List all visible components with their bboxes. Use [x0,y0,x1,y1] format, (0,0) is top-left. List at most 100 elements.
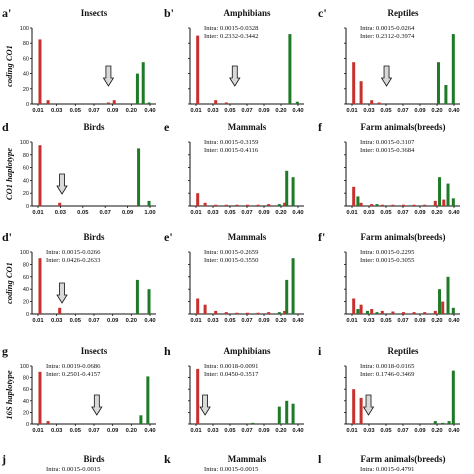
x-tick-label: 0.03 [363,428,375,434]
intra-bar [224,102,228,104]
threshold-arrow-icon [199,394,211,416]
x-tick-label: 0.09 [414,428,426,434]
panel-label: g [2,344,8,358]
inter-bar [433,421,437,424]
intra-bar [352,298,356,314]
x-tick-label: 0.20 [431,210,442,216]
inter-bar [375,204,379,206]
x-tick-label: 0.05 [70,318,82,324]
x-tick-label: 0.07 [100,210,111,216]
intra-bar [370,204,374,206]
x-tick-label: 0.20 [431,318,442,324]
intra-bar [203,202,207,206]
threshold-arrow-icon [362,394,375,416]
y-tick-label: 100 [20,140,29,146]
y-tick-label: 40 [23,399,29,405]
x-tick-label: 0.07 [241,428,252,434]
panel-title: Farm animals(breeds) [360,232,445,242]
annotation: Intra: 0.0015-0.0266 [46,249,101,256]
intra-bar [433,310,437,314]
x-tick-label: 0.01 [32,210,44,216]
panel-1: a' Insects 0 20 40 60 80 100 0.01 0.03 0.05 0.07 0.0… [2,6,156,114]
x-tick-label: 0.01 [190,210,202,216]
threshold-arrow-icon [91,394,103,416]
inter-bar [285,170,289,206]
inter-bar [447,421,451,424]
intra-bar [442,199,446,206]
x-tick-label: 0.09 [258,108,270,114]
panel-label: e [164,120,170,134]
intra-bar [423,312,427,314]
annotation: Intra: 0.0015-0.0015 [204,466,259,473]
x-tick-label: 0.01 [190,428,202,434]
intra-bar [370,100,374,104]
intra-bar [267,204,271,206]
panel-label: c' [318,6,327,20]
intra-bar [267,312,271,314]
inter-bar [451,34,455,104]
panel-label: a' [2,6,11,20]
x-tick-label: 0.20 [275,428,286,434]
x-tick-label: 0.01 [346,318,358,324]
x-tick-label: 0.03 [363,108,375,114]
annotation: Inter: 0.0015-0.4116 [204,147,259,154]
inter-bar [375,312,379,314]
intra-bar [112,100,116,104]
threshold-arrow-icon [229,65,241,87]
y-tick-label: 0 [26,102,29,108]
x-tick-label: 0.01 [346,108,358,114]
row-label: coding CO1 [4,262,14,304]
panel-label: j [1,452,6,466]
x-tick-label: 0.05 [380,428,392,434]
y-tick-label: 100 [20,364,29,370]
panel-label: f [318,120,323,134]
x-tick-label: 0.09 [107,318,119,324]
panel-title: Farm animals(breeds) [360,454,445,464]
annotation: Inter: 0.2312-0.3974 [360,33,415,40]
panel-15: l Farm animals(breeds) Intra: 0.0015-0.479… [318,452,446,473]
intra-bar [224,204,228,206]
intra-bar [441,301,445,314]
x-tick-label: 0.40 [292,210,303,216]
intra-bar [402,312,405,314]
y-tick-label: 80 [23,376,29,382]
x-tick-label: 1.00 [144,210,155,216]
x-tick-label: 0.07 [397,428,408,434]
intra-bar [196,298,200,314]
x-tick-label: 0.03 [207,318,219,324]
panel-13: j Birds Intra: 0.0015-0.0015 [1,452,105,473]
intra-bar [402,204,405,206]
intra-bar [214,100,218,104]
inter-bar [135,279,139,314]
x-tick-label: 0.40 [448,428,459,434]
x-tick-label: 0.40 [292,108,303,114]
panel-title: Insects [81,8,108,18]
y-tick-label: 40 [23,178,29,184]
panel-label: e' [164,230,173,244]
panel-title: Reptiles [388,8,419,18]
annotation: Intra: 0.0015-0.0328 [204,25,259,32]
annotation: Intra: 0.0018-0.0091 [204,363,258,370]
panel-label: d [2,120,9,134]
panel-10: g Insects 0 20 40 60 80 100 0.01 0.03 0.05 0.07 0.09… [2,344,156,434]
y-tick-label: 20 [23,191,29,197]
panel-title: Mammals [228,122,267,132]
x-tick-label: 0.09 [414,210,426,216]
y-tick-label: 60 [23,56,29,62]
x-tick-label: 0.40 [144,318,155,324]
intra-bar [235,204,239,206]
panel-12: i Reptiles 0.01 0.03 0.05 0.07 0.09 0.20 0.40 Int… [318,344,460,434]
y-tick-label: 80 [23,153,29,159]
panel-label: k [164,452,171,466]
x-tick-label: 0.40 [448,210,459,216]
x-tick-label: 0.05 [380,210,392,216]
intra-bar [359,202,363,206]
inter-bar [288,34,292,104]
intra-bar [256,204,260,206]
inter-bar [147,289,151,314]
x-tick-label: 0.03 [55,210,67,216]
inter-bar [147,102,151,104]
x-tick-label: 0.40 [292,318,303,324]
x-tick-label: 0.20 [126,108,137,114]
x-tick-label: 0.05 [77,210,89,216]
